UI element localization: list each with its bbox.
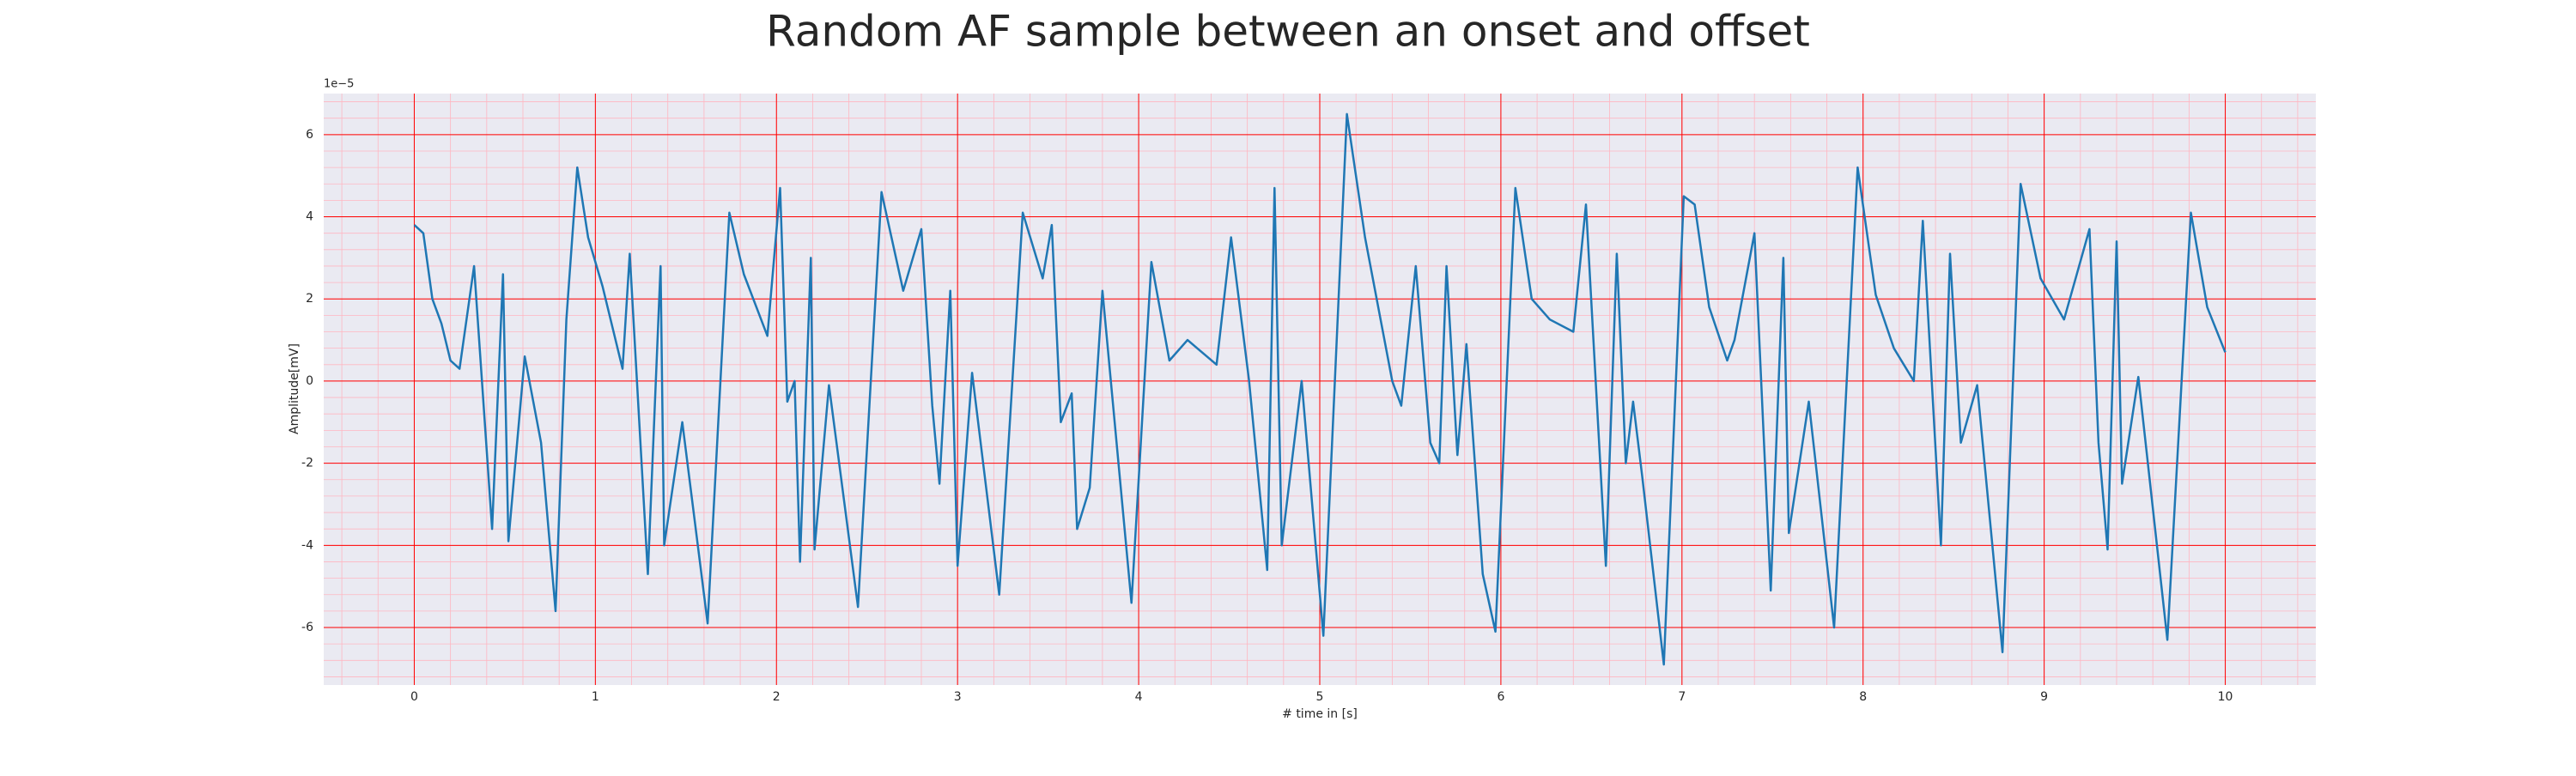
x-tick-label: 9 (2040, 690, 2048, 704)
x-tick-label: 3 (954, 690, 962, 704)
y-tick-label: -4 (301, 538, 313, 552)
x-tick-label: 2 (773, 690, 781, 704)
x-tick-label: 7 (1678, 690, 1686, 704)
x-axis-label: # time in [s] (1282, 707, 1358, 721)
y-tick-label: 2 (306, 292, 313, 306)
y-tick-label: -6 (301, 621, 313, 634)
x-tick-label: 5 (1316, 690, 1324, 704)
x-tick-label: 4 (1135, 690, 1143, 704)
y-offset-label: 1e−5 (324, 78, 354, 91)
x-tick-label: 6 (1497, 690, 1504, 704)
x-tick-label: 10 (2218, 690, 2233, 704)
y-tick-label: -2 (301, 457, 313, 470)
y-tick-label: 0 (306, 374, 313, 388)
x-tick-label: 8 (1859, 690, 1867, 704)
x-tick-label: 1 (592, 690, 599, 704)
chart-title: Random AF sample between an onset and of… (766, 7, 1810, 57)
data-line (413, 112, 2227, 666)
y-axis-label: Amplitude[mV] (288, 343, 301, 434)
x-tick-label: 0 (410, 690, 418, 704)
y-tick-label: 6 (306, 128, 313, 142)
y-tick-label: 4 (306, 210, 313, 224)
